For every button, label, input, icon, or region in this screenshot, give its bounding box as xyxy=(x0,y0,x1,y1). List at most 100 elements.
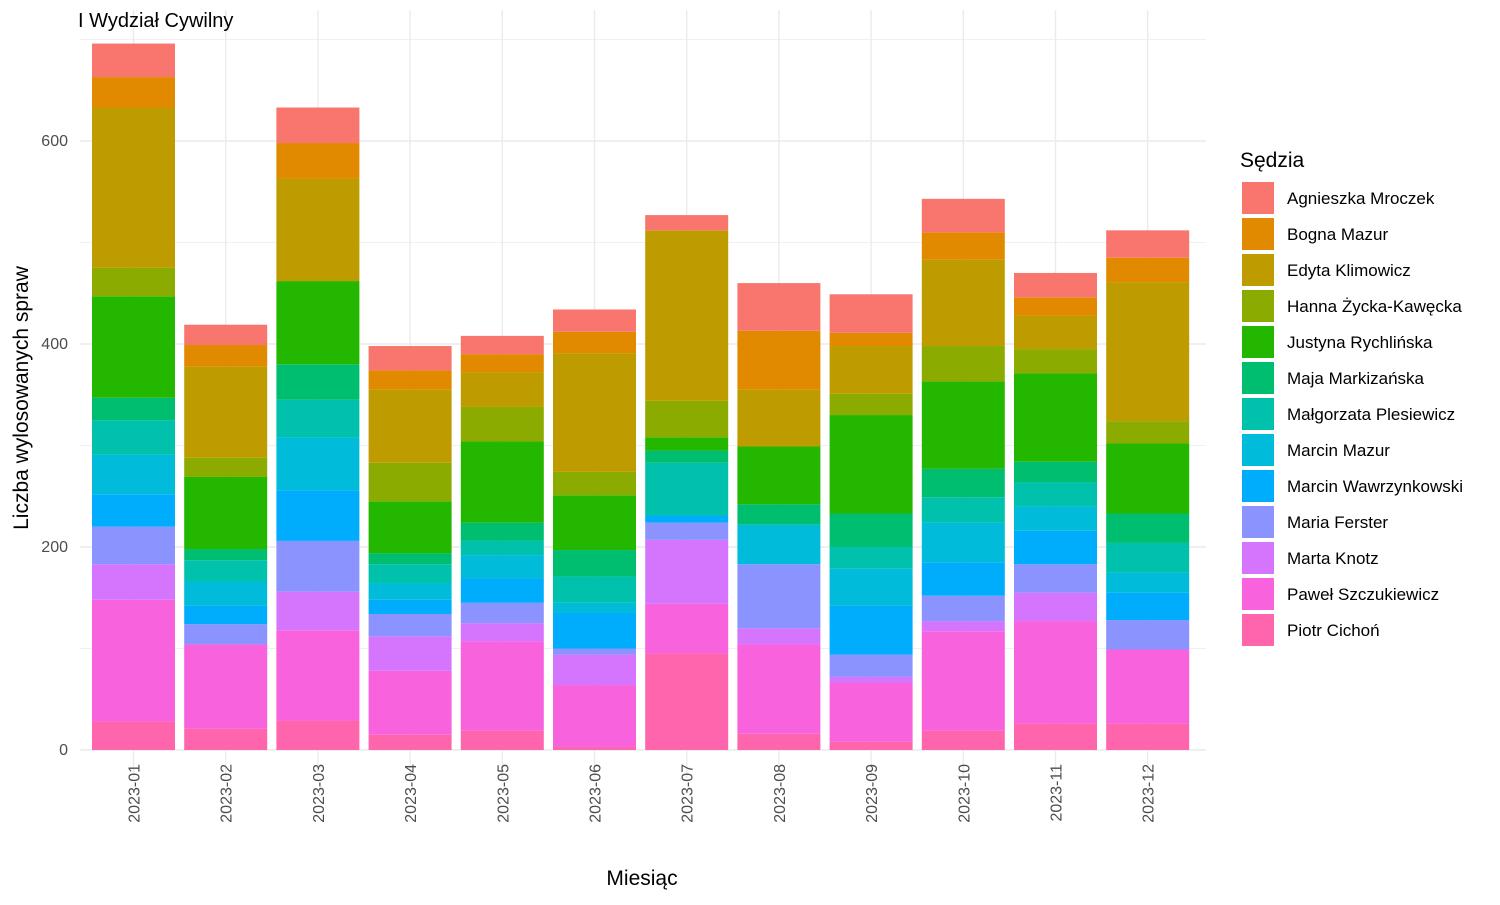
legend-title: Sędzia xyxy=(1240,149,1305,172)
bar-segment xyxy=(829,568,913,606)
bar-segment xyxy=(829,346,913,394)
bar-segment xyxy=(184,366,268,458)
bar-segment xyxy=(276,281,360,365)
bar-segment xyxy=(553,654,636,686)
bar-segment xyxy=(184,624,268,645)
bar-segment xyxy=(737,330,821,390)
bar-segment xyxy=(829,513,913,547)
legend-swatch xyxy=(1242,182,1274,214)
bar-segment xyxy=(829,683,913,742)
x-tick-label: 2023-05 xyxy=(495,764,512,823)
bar-segment xyxy=(737,504,821,525)
bar-segment xyxy=(276,107,360,144)
bar-segment xyxy=(645,230,729,401)
bar-segment xyxy=(184,345,268,367)
bar-segment xyxy=(1014,272,1097,298)
bar-segment xyxy=(829,393,913,416)
bar-segment xyxy=(184,605,268,625)
bar-segment xyxy=(276,630,360,721)
bar-segment xyxy=(921,259,1005,347)
bar-segment xyxy=(92,564,175,600)
y-axis-ticks: 0 200 400 600 xyxy=(41,133,68,759)
bar-segment xyxy=(645,522,729,540)
bar-segment xyxy=(1014,482,1097,507)
bar-segment xyxy=(368,670,452,735)
bar-segment xyxy=(460,641,544,731)
bar-segment xyxy=(1106,513,1190,543)
bar-segment xyxy=(553,495,636,551)
bar-segment xyxy=(1106,542,1190,573)
bar-segment xyxy=(737,389,821,447)
x-tick-label: 2023-11 xyxy=(1049,764,1066,822)
bar-segment xyxy=(460,578,544,603)
bar-segment xyxy=(829,332,913,347)
legend-swatch xyxy=(1242,506,1274,538)
legend-swatch xyxy=(1242,434,1274,466)
bar-segment xyxy=(1014,297,1097,316)
legend-swatch xyxy=(1242,542,1274,574)
bar-segment xyxy=(829,676,913,684)
legend-label: Marta Knotz xyxy=(1287,549,1379,568)
bar-segment xyxy=(1106,421,1190,444)
bar-segment xyxy=(1106,572,1190,593)
bar-segment xyxy=(921,346,1005,382)
bar-segment xyxy=(829,415,913,514)
bar-segment xyxy=(645,437,729,451)
legend-swatch xyxy=(1242,614,1274,646)
bar-segment xyxy=(921,468,1005,498)
bar-segment xyxy=(368,734,452,750)
bar-segment xyxy=(276,720,360,750)
x-tick-label: 2023-09 xyxy=(864,764,881,823)
x-tick-label: 2023-02 xyxy=(219,764,236,823)
bar-segment xyxy=(553,550,636,577)
bar-segment xyxy=(1014,349,1097,374)
bar-segment xyxy=(276,178,360,282)
bar-segment xyxy=(92,420,175,455)
bar-segment xyxy=(92,77,175,108)
bar-segment xyxy=(737,283,821,331)
x-axis-ticks: 2023-01 2023-02 2023-03 2023-04 2023-05 2023-… xyxy=(127,764,1158,823)
bar-segment xyxy=(460,335,544,355)
bar-segment xyxy=(737,524,821,565)
bar-segment xyxy=(276,490,360,541)
bar-segment xyxy=(368,613,452,637)
bar-segment xyxy=(645,539,729,604)
bar-segment xyxy=(276,591,360,631)
legend-label: Paweł Szczukiewicz xyxy=(1287,585,1439,604)
bar-segment xyxy=(921,232,1005,260)
x-tick-label: 2023-04 xyxy=(403,764,420,823)
bar-segment xyxy=(92,494,175,527)
bar-segment xyxy=(1014,723,1097,750)
bar-segment xyxy=(276,364,360,400)
x-tick-label: 2023-06 xyxy=(588,764,605,823)
y-axis-label: Liczba wylosowanych spraw xyxy=(10,265,33,530)
bar-segment xyxy=(921,522,1005,563)
bar-segment xyxy=(553,602,636,613)
legend-label: Piotr Cichoń xyxy=(1287,621,1380,640)
bar-segment xyxy=(184,476,268,550)
x-tick-label: 2023-03 xyxy=(311,764,328,823)
bar-segment xyxy=(829,741,913,750)
bar-segment xyxy=(276,437,360,491)
bar-segment xyxy=(92,721,175,750)
legend-label: Małgorzata Plesiewicz xyxy=(1287,405,1455,424)
bar-segment xyxy=(829,294,913,333)
bar-segment xyxy=(645,462,729,516)
bar-segment xyxy=(1106,230,1190,258)
bar-segment xyxy=(553,471,636,496)
legend-swatch xyxy=(1242,470,1274,502)
bar-segment xyxy=(184,644,268,729)
bar-segment xyxy=(368,636,452,671)
bar-segment xyxy=(460,602,544,624)
bar-segment xyxy=(92,296,175,398)
legend-label: Marcin Mazur xyxy=(1287,441,1390,460)
bar-segment xyxy=(829,547,913,569)
bar-segment xyxy=(460,354,544,373)
bar-segment xyxy=(1106,723,1190,750)
legend-swatch xyxy=(1242,254,1274,286)
bar-segment xyxy=(921,595,1005,622)
bar-segment xyxy=(276,540,360,592)
bar-segment xyxy=(460,441,544,523)
